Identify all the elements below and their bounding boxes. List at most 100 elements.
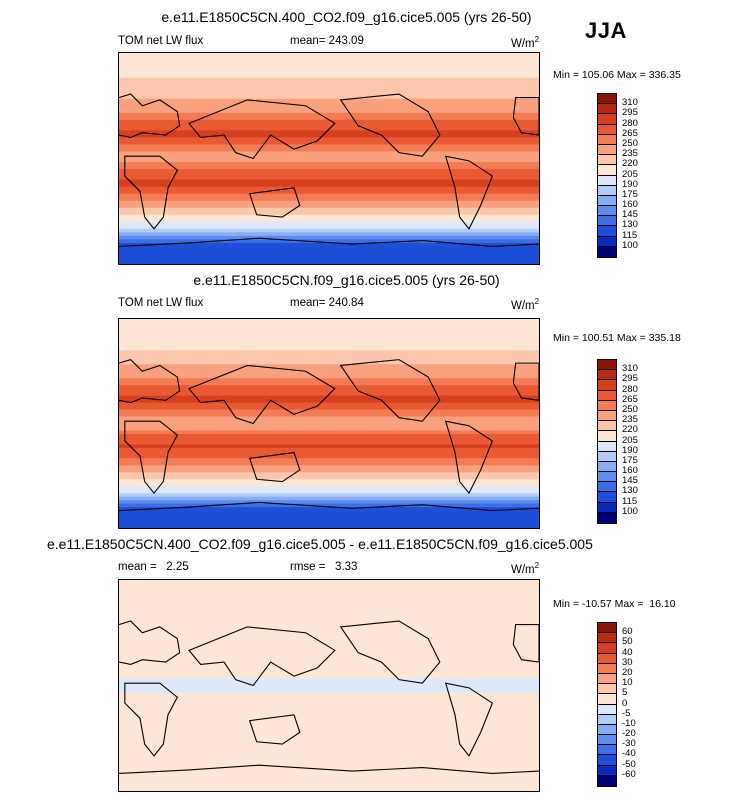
coastline-path: [124, 155, 179, 230]
coastline-path: [248, 187, 301, 218]
panel-1-map-field: [119, 53, 539, 264]
field-band: [119, 406, 539, 411]
field-band: [119, 660, 539, 665]
field-band: [119, 454, 539, 459]
coastlines: [119, 359, 539, 512]
panel-2-units: W/m2: [511, 297, 540, 312]
field-band: [119, 60, 539, 65]
field-band: [119, 664, 539, 669]
panel-3-map: [118, 579, 540, 792]
field-band: [119, 119, 539, 124]
field-band: [119, 242, 539, 248]
field-band: [119, 367, 539, 372]
colorbar-bin: [598, 390, 616, 401]
field-band: [119, 727, 539, 732]
colorbar-bin: [598, 472, 616, 483]
field-band: [119, 587, 539, 592]
colorbar-tick-label: 205: [622, 434, 638, 446]
colorbar-bin: [598, 714, 616, 725]
field-band: [119, 720, 539, 725]
colorbar-bin: [598, 134, 616, 145]
panel-2-title: e.e11.E1850C5CN.f09_g16.cice5.005 (yrs 2…: [193, 272, 500, 288]
field-band: [119, 646, 539, 651]
field-band: [119, 63, 539, 68]
field-band: [119, 239, 539, 244]
field-band: [119, 102, 539, 107]
colorbar-bin: [598, 236, 616, 247]
colorbar-bin: [598, 380, 616, 391]
colorbar-tick-label: 10: [622, 677, 633, 689]
colorbar-bin: [598, 441, 616, 452]
field-band: [119, 105, 539, 110]
panel-3-units: W/m2: [511, 561, 540, 576]
field-band: [119, 689, 539, 694]
field-band: [119, 745, 539, 750]
colorbar-bin: [598, 216, 616, 227]
field-band: [119, 74, 539, 79]
colorbar-tick-label: -40: [622, 748, 636, 760]
field-band: [119, 681, 539, 687]
colorbar-tick-label: 175: [622, 188, 638, 200]
field-band: [119, 650, 539, 655]
field-band: [119, 218, 539, 223]
field-band: [119, 221, 539, 226]
colorbar-tick-label: 190: [622, 178, 638, 190]
colorbar-bin: [598, 370, 616, 381]
colorbar-bin: [598, 94, 616, 105]
field-band: [119, 611, 539, 616]
field-band: [119, 336, 539, 341]
colorbar-bin: [598, 745, 616, 756]
coastline-path: [339, 359, 441, 422]
colorbar-tick-label: 115: [622, 229, 638, 241]
field-band: [119, 608, 539, 613]
field-band: [119, 204, 539, 209]
field-band: [119, 517, 539, 522]
colorbar-tick-label: 160: [622, 465, 638, 477]
field-band: [119, 678, 539, 683]
field-band: [119, 332, 539, 338]
colorbar-tick-label: 220: [622, 424, 638, 436]
field-band: [119, 395, 539, 400]
field-band: [119, 169, 539, 174]
panel-1-minmax: Min = 105.06 Max = 336.35: [553, 69, 681, 81]
colorbar-bin: [598, 633, 616, 644]
field-band: [119, 489, 539, 494]
field-band: [119, 339, 539, 344]
colorbar-bin: [598, 461, 616, 473]
colorbar-tick-label: -5: [622, 707, 631, 719]
field-band: [119, 253, 539, 258]
colorbar-bin: [598, 104, 616, 115]
field-band: [119, 165, 539, 170]
season-label: JJA: [585, 18, 627, 43]
colorbar-bin: [598, 400, 616, 411]
colorbar-tick-label: 50: [622, 636, 633, 648]
colorbar-tick-label: 250: [622, 403, 638, 415]
field-band: [119, 755, 539, 760]
colorbar-tick-label: 100: [622, 239, 638, 251]
colorbar-bin: [598, 246, 616, 257]
field-band: [119, 444, 539, 449]
coastline-path: [444, 420, 494, 495]
field-band: [119, 112, 539, 117]
field-band: [119, 364, 539, 369]
coastline-path: [188, 626, 336, 687]
field-band: [119, 601, 539, 606]
field-band: [119, 524, 539, 528]
field-band: [119, 580, 539, 585]
field-band: [119, 692, 539, 697]
field-band: [119, 176, 539, 181]
colorbar-bin: [598, 643, 616, 654]
colorbar-tick-label: 115: [622, 495, 638, 507]
field-band: [119, 151, 539, 156]
field-band: [119, 179, 539, 184]
colorbar-tick-label: 220: [622, 158, 638, 170]
coastline-path: [124, 420, 179, 495]
colorbar-bin: [598, 663, 616, 674]
field-band: [119, 475, 539, 480]
coastline-path: [339, 93, 441, 157]
colorbar-bin: [598, 114, 616, 125]
field-band: [119, 357, 539, 362]
field-band: [119, 137, 539, 142]
field-band: [119, 734, 539, 739]
colorbar-bin: [598, 165, 616, 176]
